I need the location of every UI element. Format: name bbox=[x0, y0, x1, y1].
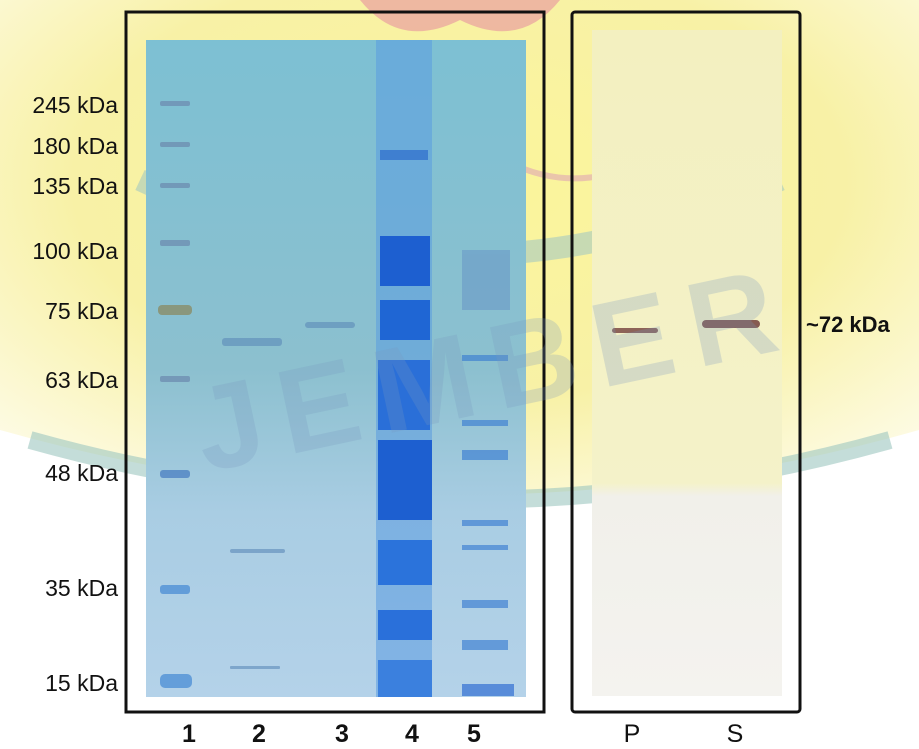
lane-number-2: 2 bbox=[252, 720, 266, 748]
blot-lane-p: P bbox=[623, 720, 641, 748]
marker-label-75: 75 kDa bbox=[45, 298, 118, 324]
lane-number-5: 5 bbox=[467, 720, 481, 748]
watermark-top-flame bbox=[360, 0, 560, 32]
lane-4-bands bbox=[376, 40, 432, 697]
marker-label-35: 35 kDa bbox=[45, 575, 118, 601]
marker-label-100: 100 kDa bbox=[32, 238, 118, 264]
blot-frame bbox=[570, 10, 802, 714]
marker-label-245: 245 kDa bbox=[32, 92, 118, 118]
blot-lane-s: S bbox=[726, 720, 744, 748]
marker-label-180: 180 kDa bbox=[32, 133, 118, 159]
lane-number-4: 4 bbox=[405, 720, 419, 748]
marker-label-48: 48 kDa bbox=[45, 460, 118, 486]
marker-label-63: 63 kDa bbox=[45, 367, 118, 393]
lane-number-1: 1 bbox=[182, 720, 196, 748]
lane-2-bands bbox=[222, 338, 285, 669]
marker-label-15: 15 kDa bbox=[45, 670, 118, 696]
gel-frame bbox=[124, 10, 546, 714]
lane-number-3: 3 bbox=[335, 720, 349, 748]
blot-band-p bbox=[612, 328, 658, 333]
western-blot-membrane bbox=[592, 30, 782, 696]
lane-3-bands bbox=[305, 322, 355, 328]
lane-5-bands bbox=[462, 250, 514, 696]
sds-gel bbox=[146, 40, 526, 697]
blot-band-s bbox=[702, 320, 760, 328]
lane-1-ladder bbox=[158, 101, 192, 688]
marker-label-135: 135 kDa bbox=[32, 173, 118, 199]
band-size-annotation: ~72 kDa bbox=[806, 312, 890, 337]
